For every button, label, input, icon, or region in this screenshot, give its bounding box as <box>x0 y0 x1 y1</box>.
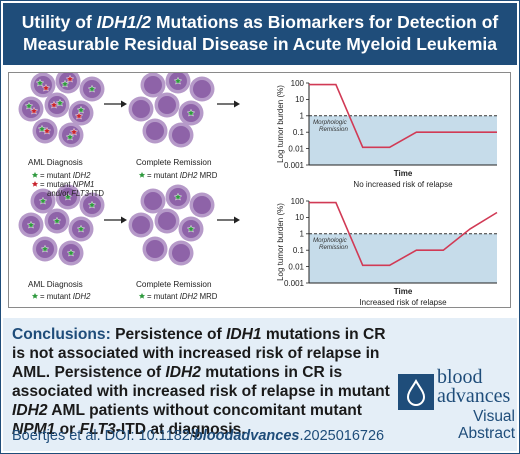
green-star-icon <box>138 171 146 179</box>
leukemia-cell <box>128 96 154 122</box>
green-star-icon <box>138 292 146 300</box>
blood-advances-logo <box>398 374 434 410</box>
legend-mutant-idh2-bottom: = mutant IDH2 <box>40 292 91 301</box>
title-line-2: Measurable Residual Disease in Acute Mye… <box>23 34 497 54</box>
remission-label-bottom: Complete Remission <box>136 280 212 289</box>
arrow-icon <box>217 100 240 108</box>
leukemia-cell <box>178 100 204 126</box>
conclusions-box: Conclusions: Persistence of IDH1 mutatio… <box>3 318 517 451</box>
diagnosis-cell-cluster-bottom <box>18 184 105 266</box>
leukemia-cell <box>140 72 166 98</box>
y-tick-label: 1 <box>300 230 305 239</box>
chart-caption: Increased risk of relapse <box>359 298 447 307</box>
legend-mutant-idh2-top: = mutant IDH2 <box>40 171 91 180</box>
y-axis-label: Log tumor burden (%) <box>276 203 285 281</box>
leukemia-cell <box>18 212 44 238</box>
legend-idh2-mrd-bottom: = mutant IDH2 MRD <box>147 292 218 301</box>
conclusions-text: Conclusions: Persistence of IDH1 mutatio… <box>12 326 390 438</box>
threshold-label: Morphologic <box>313 119 348 126</box>
leukemia-cell <box>168 240 194 266</box>
y-tick-label: 0.01 <box>288 144 304 153</box>
arrow-icon <box>104 100 127 108</box>
figure-svg: AML Diagnosis = mutant IDH2 = mutant NPM… <box>18 68 498 307</box>
leukemia-cell <box>55 184 81 210</box>
leukemia-cell <box>154 92 180 118</box>
leukemia-cell <box>168 122 194 148</box>
leukemia-cell <box>30 72 56 98</box>
y-tick-label: 0.001 <box>284 161 305 170</box>
chart-caption: No increased risk of relapse <box>353 180 453 189</box>
conclusions-heading: Conclusions: <box>12 326 116 343</box>
leukemia-cell <box>178 216 204 242</box>
leukemia-cell <box>68 100 94 126</box>
visual-abstract-label: Visual Abstract <box>458 408 515 442</box>
leukemia-cell <box>142 236 168 262</box>
x-axis-label: Time <box>394 169 413 178</box>
y-tick-label: 0.1 <box>293 128 305 137</box>
arrow-icon <box>217 216 240 224</box>
remission-cell-cluster-top <box>128 68 215 148</box>
tumor-burden-line <box>309 83 497 149</box>
remission-cell-cluster-bottom <box>128 184 215 266</box>
leukemia-cell <box>154 208 180 234</box>
citation: Boertjes et al. DOI: 10.1182/bloodadvanc… <box>12 428 385 444</box>
leukemia-cell <box>58 240 84 266</box>
leukemia-cell <box>142 118 168 144</box>
y-tick-label: 0.1 <box>293 246 305 255</box>
diagnosis-label-top: AML Diagnosis <box>28 158 83 167</box>
leukemia-cell <box>140 188 166 214</box>
remission-label-top: Complete Remission <box>136 158 212 167</box>
leukemia-cell <box>44 92 70 118</box>
leukemia-cell <box>128 212 154 238</box>
leukemia-cell <box>58 122 84 148</box>
x-axis-label: Time <box>394 287 413 296</box>
arrow-icon <box>104 216 127 224</box>
y-tick-label: 10 <box>295 213 304 222</box>
leukemia-cell <box>18 96 44 122</box>
leukemia-cell <box>79 192 105 218</box>
leukemia-cell <box>32 236 58 262</box>
leukemia-cell <box>55 68 81 94</box>
brand-wordmark: blood advances <box>437 366 511 407</box>
diagnosis-label-bottom: AML Diagnosis <box>28 280 83 289</box>
y-tick-label: 0.01 <box>288 262 304 271</box>
legend-flt3-itd: and/or FLT3-ITD <box>47 189 104 198</box>
leukemia-cell <box>165 184 191 210</box>
title-line-1: Utility of IDH1/2 Mutations as Biomarker… <box>21 12 499 32</box>
green-star-icon <box>31 171 39 179</box>
leukemia-cell <box>165 68 191 94</box>
threshold-label: Remission <box>319 126 348 133</box>
leukemia-cell <box>68 216 94 242</box>
y-axis-label: Log tumor burden (%) <box>276 85 285 163</box>
y-tick-label: 10 <box>295 95 304 104</box>
leukemia-cell <box>79 76 105 102</box>
drop-icon <box>406 378 426 406</box>
threshold-label: Remission <box>319 244 348 251</box>
leukemia-cell <box>32 118 58 144</box>
y-tick-label: 0.001 <box>284 279 305 288</box>
leukemia-cell <box>44 208 70 234</box>
diagnosis-cell-cluster-top <box>18 68 105 148</box>
green-star-icon <box>31 292 39 300</box>
leukemia-cell <box>189 76 215 102</box>
leukemia-cell <box>30 188 56 214</box>
tumor-burden-line <box>309 201 498 267</box>
y-tick-label: 100 <box>291 197 305 206</box>
y-tick-label: 100 <box>291 79 305 88</box>
title-banner: Utility of IDH1/2 Mutations as Biomarker… <box>3 3 517 65</box>
legend-idh2-mrd-top: = mutant IDH2 MRD <box>147 171 218 180</box>
red-star-icon <box>31 180 39 188</box>
leukemia-cell <box>189 192 215 218</box>
threshold-label: Morphologic <box>313 237 348 244</box>
figure-panel: AML Diagnosis = mutant IDH2 = mutant NPM… <box>8 68 511 308</box>
legend-mutant-npm1: = mutant NPM1 <box>40 180 94 189</box>
y-tick-label: 1 <box>300 112 305 121</box>
